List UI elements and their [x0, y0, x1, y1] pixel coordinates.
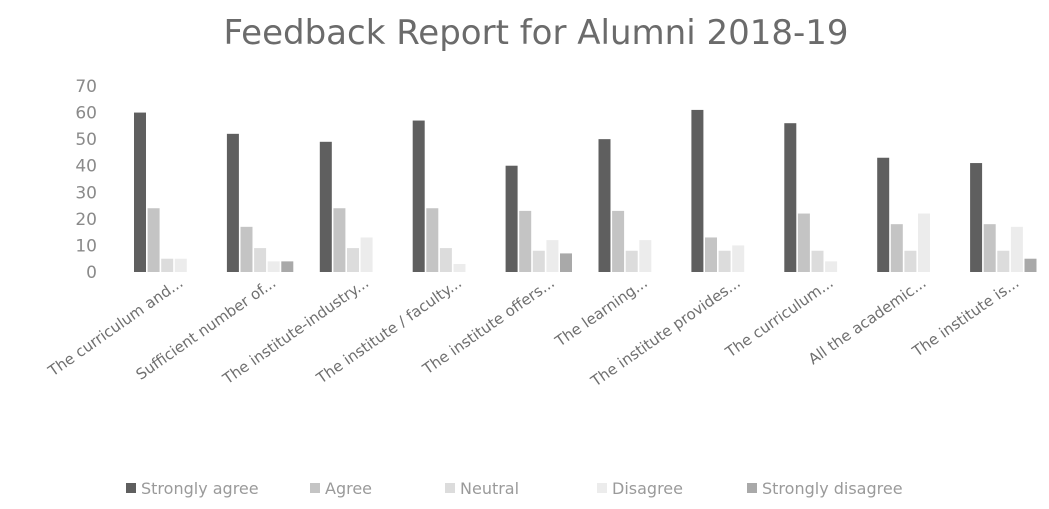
x-tick-label: The learning... — [551, 274, 651, 351]
bar-strongly-agree — [505, 165, 518, 272]
chart-title: Feedback Report for Alumni 2018-19 — [223, 13, 848, 53]
legend: Strongly agree Agree Neutral Disagree Strong… — [126, 479, 903, 498]
bar-agree — [519, 210, 532, 272]
bar-agree — [797, 213, 810, 272]
bar-strongly-agree — [970, 163, 983, 272]
bar-strongly-agree — [319, 141, 332, 272]
bar-strongly-agree — [784, 123, 797, 272]
bar-disagree — [267, 261, 280, 272]
bar-disagree — [825, 261, 838, 272]
bar-neutral — [625, 250, 638, 272]
bar-agree — [426, 208, 439, 272]
legend-swatch-disagree — [597, 483, 607, 493]
legend-swatch-neutral — [445, 483, 455, 493]
y-tick-label: 70 — [75, 77, 97, 97]
bar-neutral — [532, 250, 545, 272]
bar-neutral — [811, 250, 824, 272]
plot-area — [134, 109, 1037, 273]
bar-neutral — [997, 250, 1010, 272]
y-tick-label: 60 — [75, 104, 97, 124]
legend-label: Agree — [325, 479, 372, 498]
bar-agree — [705, 237, 717, 272]
bar-disagree — [360, 237, 373, 272]
bar-neutral — [161, 258, 174, 272]
x-tick-label: The institute provides... — [587, 274, 744, 391]
y-tick-label: 20 — [75, 210, 97, 230]
y-tick-label: 40 — [75, 157, 97, 177]
bar-strongly-disagree — [281, 261, 294, 272]
bar-neutral — [254, 248, 267, 272]
bar-agree — [240, 226, 253, 272]
bar-strongly-agree — [877, 157, 890, 272]
x-tick-label: The institute / faculty... — [312, 274, 465, 388]
bar-neutral — [904, 250, 917, 272]
legend-swatch-strongly-disagree — [747, 483, 757, 493]
bar-disagree — [639, 240, 652, 272]
bar-neutral — [439, 248, 452, 272]
bar-agree — [147, 208, 160, 272]
bar-agree — [333, 208, 346, 272]
legend-swatch-agree — [310, 483, 320, 493]
legend-label: Neutral — [460, 479, 519, 498]
bar-disagree — [174, 258, 187, 272]
y-tick-label: 0 — [86, 263, 97, 283]
bar-disagree — [732, 245, 745, 272]
legend-label: Strongly agree — [141, 479, 259, 498]
bar-neutral — [718, 250, 731, 272]
bar-disagree — [453, 264, 466, 272]
bar-strongly-agree — [598, 139, 611, 272]
bar-strongly-agree — [691, 109, 704, 273]
legend-label: Strongly disagree — [762, 479, 903, 498]
legend-swatch-strongly-agree — [126, 483, 136, 493]
bar-strongly-disagree — [560, 253, 572, 272]
y-tick-label: 30 — [75, 183, 97, 203]
bar-disagree — [546, 240, 559, 272]
bar-agree — [612, 210, 625, 272]
bar-strongly-agree — [134, 112, 146, 272]
bar-strongly-disagree — [1024, 258, 1037, 272]
bar-disagree — [918, 213, 930, 272]
bar-agree — [983, 224, 996, 272]
bar-agree — [890, 224, 903, 272]
y-tick-label: 10 — [75, 236, 97, 256]
y-axis: 0 10 20 30 40 50 60 70 — [75, 77, 97, 283]
y-tick-label: 50 — [75, 130, 97, 150]
bar-strongly-agree — [412, 120, 425, 273]
legend-label: Disagree — [612, 479, 683, 498]
bar-neutral — [347, 248, 359, 272]
x-axis: The curriculum and...Sufficient number o… — [44, 274, 1022, 391]
x-tick-label: The institute-industry... — [219, 274, 372, 389]
bar-strongly-agree — [226, 133, 239, 272]
bar-disagree — [1010, 226, 1023, 272]
